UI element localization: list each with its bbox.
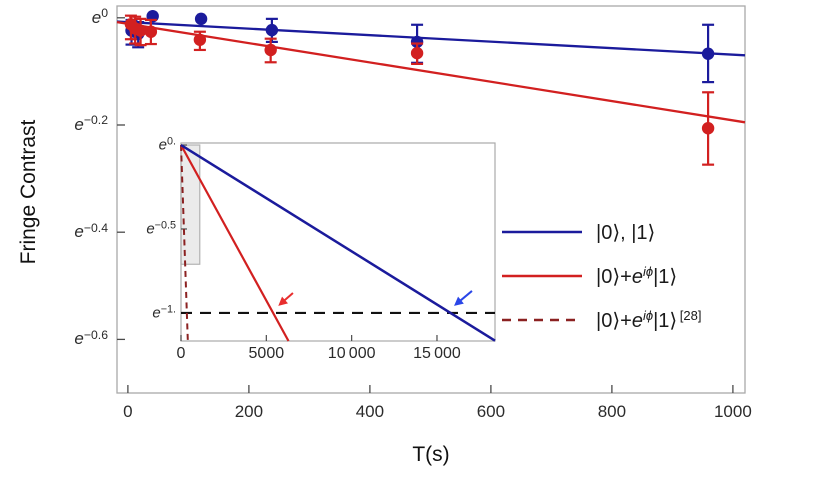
- red-data-point: [134, 24, 147, 37]
- red-data-point: [264, 43, 277, 57]
- blue-data-point: [410, 35, 424, 49]
- red-data-point: [193, 33, 207, 46]
- red-fit-line: [116, 20, 746, 124]
- inset-x-tick-label: 5000: [248, 345, 285, 362]
- legend-label-segment: [28]: [677, 308, 702, 323]
- inset-x-tick-label: 10 000: [327, 345, 376, 362]
- inset-y-tick-label: e−0.5: [146, 219, 176, 238]
- x-tick-label: 600: [476, 402, 506, 421]
- inset-superposition-extrapolation: [180, 144, 290, 342]
- legend-label-segment: |0⟩, |1⟩: [596, 221, 656, 244]
- x-tick-label: 200: [234, 402, 264, 421]
- y-tick-label: e−0.2: [74, 113, 108, 134]
- legend-label-segment: e: [631, 265, 643, 288]
- x-tick-label: 1000: [713, 402, 752, 421]
- legend-item: |0⟩+eiϕ|1⟩ [28]: [501, 306, 701, 334]
- inset-x-tick-label: 15 000: [413, 345, 461, 362]
- y-tick-label: e−0.4: [74, 220, 108, 242]
- y-axis-title: Fringe Contrast: [17, 119, 40, 265]
- legend-label: |0⟩, |1⟩: [596, 220, 655, 245]
- y-tick-label: e−0.6: [74, 327, 108, 349]
- legend-swatch-blue-solid: [502, 230, 582, 234]
- legend-item: |0⟩, |1⟩: [501, 218, 655, 246]
- x-axis-title: T(s): [412, 443, 450, 466]
- red-data-point: [701, 122, 715, 135]
- x-tick-label: 800: [597, 402, 627, 421]
- blue-data-point: [701, 47, 715, 60]
- inset-basis-states-extrapolation: [180, 143, 496, 342]
- blue-data-point: [194, 12, 208, 26]
- legend-swatch-darkred-dashed: [502, 318, 582, 322]
- legend-label-segment: |1⟩: [653, 309, 678, 332]
- red-data-point: [144, 25, 158, 38]
- red-arrow-head: [278, 296, 288, 306]
- main-plot-frame: [116, 5, 746, 394]
- inset-y-tick-label: e0.: [158, 135, 176, 154]
- legend-label: |0⟩+eiϕ|1⟩ [28]: [596, 308, 701, 333]
- inset-x-tick-label: 0: [176, 345, 186, 362]
- inset-frame: [180, 142, 496, 342]
- x-tick-label: 0: [123, 402, 133, 421]
- legend-label-segment: e: [631, 309, 643, 332]
- blue-data-point: [265, 23, 279, 37]
- legend-label-segment: |0⟩+: [596, 265, 632, 288]
- red-data-point: [410, 46, 424, 60]
- blue-arrow-head: [454, 296, 464, 306]
- legend-label-segment: iϕ: [642, 308, 654, 323]
- legend-label-segment: |0⟩+: [596, 309, 632, 332]
- x-tick-label: 400: [355, 402, 385, 421]
- y-tick-label: e0: [91, 6, 108, 27]
- legend-item: |0⟩+eiϕ|1⟩: [501, 262, 677, 290]
- blue-fit-line: [116, 20, 746, 57]
- inset-y-tick-label: e−1.: [152, 303, 176, 322]
- legend-label-segment: iϕ: [642, 264, 654, 279]
- inset-ref-28-extrapolation: [180, 144, 189, 342]
- legend-label-segment: |1⟩: [653, 265, 678, 288]
- legend-swatch-red-solid: [502, 274, 582, 278]
- legend-label: |0⟩+eiϕ|1⟩: [596, 264, 677, 289]
